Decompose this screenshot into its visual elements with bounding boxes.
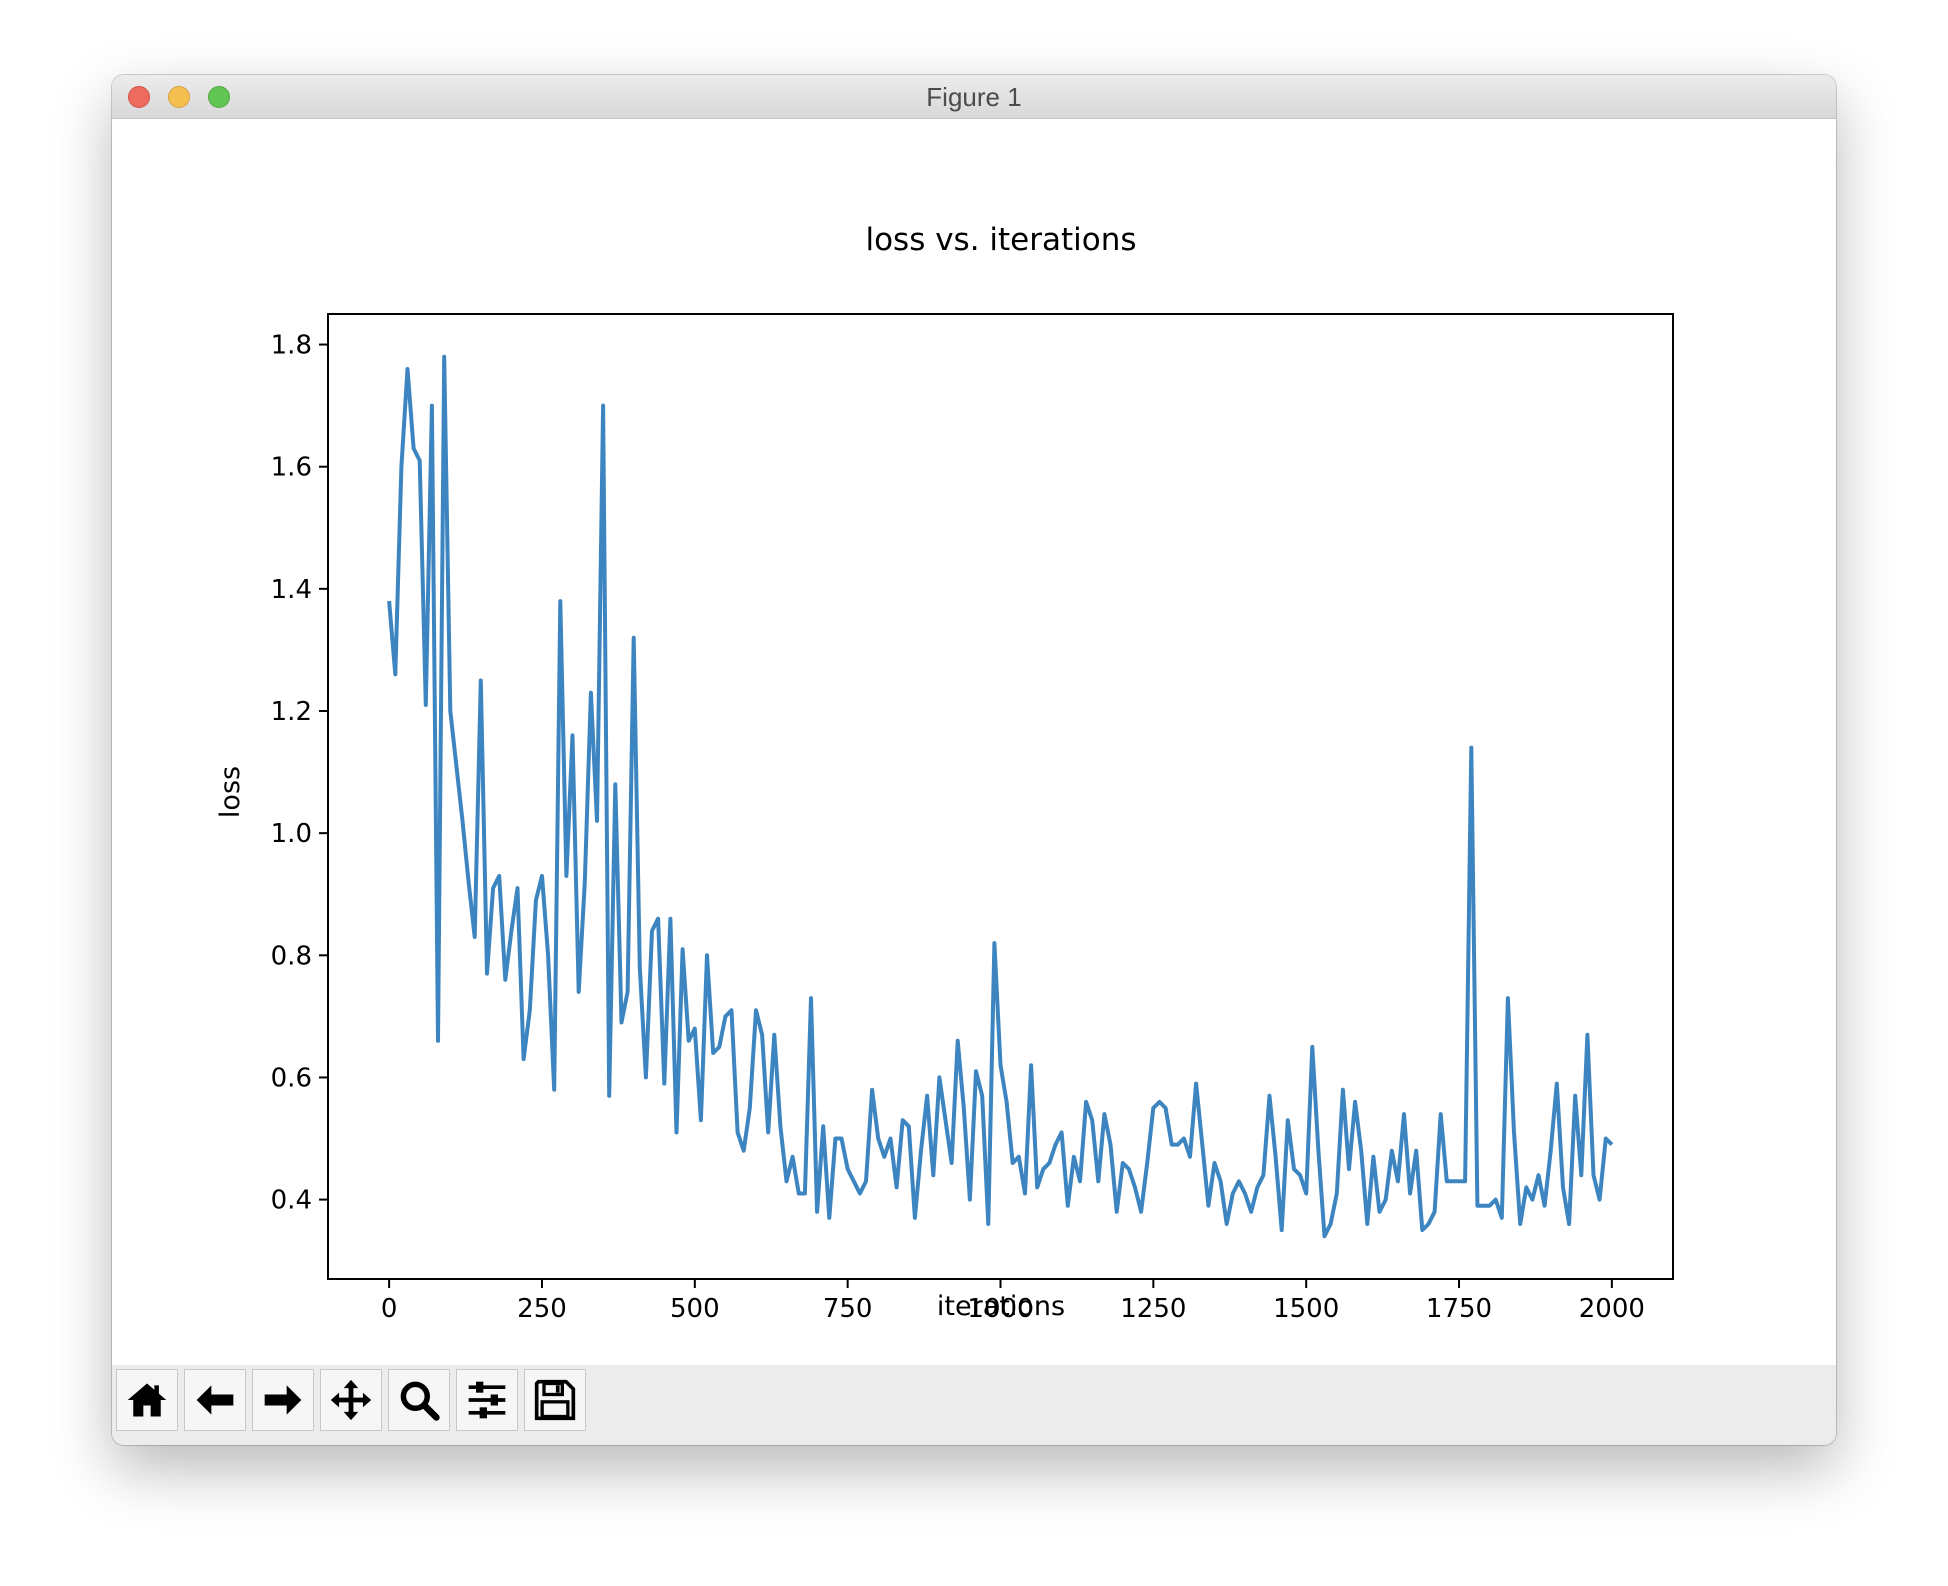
y-tick-label: 1.2 [271, 697, 312, 727]
configure-subplots-button[interactable] [456, 1369, 518, 1431]
x-tick-label: 250 [517, 1294, 567, 1324]
y-tick-label: 0.6 [271, 1063, 312, 1093]
y-tick-label: 0.4 [271, 1186, 312, 1216]
forward-button[interactable] [252, 1369, 314, 1431]
zoom-button[interactable] [388, 1369, 450, 1431]
x-tick-label: 750 [823, 1294, 873, 1324]
y-ticks: 0.4 0.6 0.8 1.0 1.2 1.4 1.6 1.8 [271, 331, 328, 1216]
x-tick-label: 0 [381, 1294, 398, 1324]
back-button[interactable] [184, 1369, 246, 1431]
close-button[interactable] [128, 86, 150, 108]
figure-canvas[interactable]: loss vs. iterations iterations loss 0 250… [112, 120, 1836, 1365]
x-ticks: 0 250 500 750 1000 1250 1500 1750 2000 [381, 1279, 1645, 1324]
y-tick-label: 0.8 [271, 941, 312, 971]
move-icon [330, 1379, 372, 1421]
y-tick-label: 1.4 [271, 575, 312, 605]
loss-series-line [387, 354, 1614, 1239]
x-tick-label: 2000 [1579, 1294, 1645, 1324]
window-title: Figure 1 [926, 82, 1022, 112]
pan-button[interactable] [320, 1369, 382, 1431]
x-tick-label: 1250 [1120, 1294, 1186, 1324]
y-tick-label: 1.6 [271, 453, 312, 483]
x-axis-label: iterations [937, 1291, 1065, 1322]
x-tick-label: 1500 [1273, 1294, 1339, 1324]
floppy-disk-icon [534, 1379, 576, 1421]
y-tick-label: 1.0 [271, 819, 312, 849]
arrow-left-icon [196, 1385, 234, 1415]
minimize-button[interactable] [168, 86, 190, 108]
sliders-icon [468, 1381, 506, 1419]
chart-title: loss vs. iterations [865, 222, 1136, 258]
title-bar[interactable]: Figure 1 [112, 75, 1836, 119]
home-button[interactable] [116, 1369, 178, 1431]
home-icon [127, 1383, 167, 1417]
y-tick-label: 1.8 [271, 331, 312, 361]
arrow-right-icon [264, 1385, 302, 1415]
x-tick-label: 500 [670, 1294, 720, 1324]
y-axis-label: loss [215, 766, 246, 818]
loss-chart: loss vs. iterations iterations loss 0 250… [215, 222, 1674, 1324]
plot-frame [327, 313, 1674, 1280]
navigation-toolbar [112, 1365, 1836, 1445]
maximize-button[interactable] [208, 86, 230, 108]
figure-window: Figure 1 loss vs. iterations iterations … [112, 75, 1836, 1445]
x-tick-label: 1000 [967, 1294, 1033, 1324]
magnifier-icon [400, 1381, 440, 1421]
save-button[interactable] [524, 1369, 586, 1431]
x-tick-label: 1750 [1426, 1294, 1492, 1324]
